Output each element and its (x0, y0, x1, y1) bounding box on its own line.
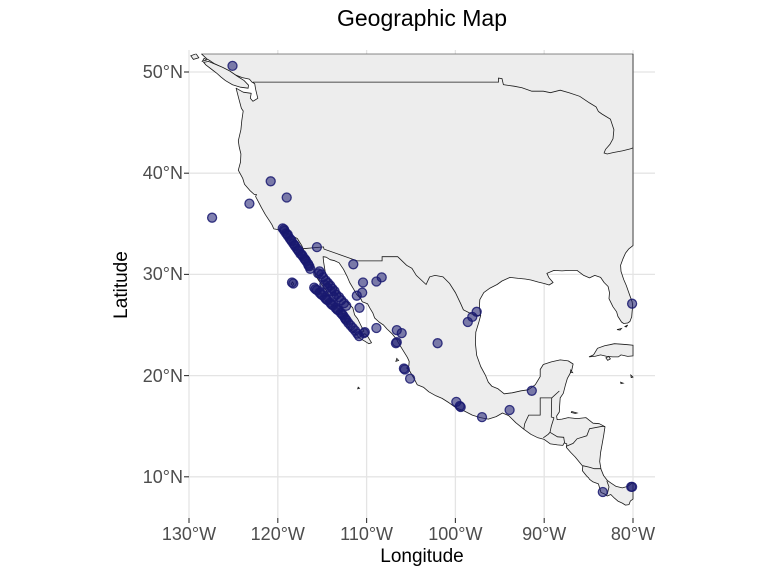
data-point (348, 259, 359, 270)
data-point (526, 385, 537, 396)
country-borders (252, 77, 634, 495)
x-tick-label: 120°W (250, 524, 305, 544)
data-point (227, 60, 238, 72)
y-tick-label: 30°N (142, 264, 183, 285)
data-point (504, 404, 515, 416)
border-line (549, 417, 555, 433)
x-tick-label: 100°W (428, 524, 483, 544)
land-polygons (190, 53, 634, 506)
border-line (565, 425, 606, 447)
data-point (265, 176, 276, 187)
data-point (390, 338, 402, 349)
data-point (311, 241, 323, 253)
data-point (206, 212, 218, 223)
island-polygon (357, 386, 361, 390)
island-polygon (605, 355, 611, 361)
border-line (523, 397, 552, 430)
border-line (550, 397, 555, 418)
x-axis-title: Longitude (380, 546, 464, 567)
data-point (398, 363, 410, 374)
island-polygon (395, 357, 400, 363)
data-point (353, 330, 365, 342)
data-point (404, 373, 416, 384)
x-tick-label: 80°W (610, 524, 656, 544)
data-point (371, 322, 382, 334)
island-polygon (190, 53, 200, 60)
data-point (432, 338, 443, 349)
island-polygon (201, 57, 208, 63)
data-point (626, 481, 637, 493)
data-point (376, 272, 387, 283)
data-point (357, 277, 369, 288)
data-point (319, 279, 330, 290)
mainland-polygon (201, 53, 634, 506)
island-polygon (630, 374, 634, 379)
island-polygon (620, 381, 625, 385)
data-point (354, 302, 365, 313)
data-point (288, 278, 299, 289)
data-point (476, 411, 488, 423)
island-polygon (616, 327, 623, 331)
data-point (244, 198, 255, 209)
data-point (396, 327, 407, 339)
border-line (551, 390, 560, 399)
axis-ticks (184, 71, 634, 523)
border-line (303, 246, 481, 316)
data-point (626, 298, 638, 309)
data-point (341, 300, 352, 311)
data-point (303, 260, 314, 271)
y-tick-label: 10°N (142, 466, 183, 487)
border-line (543, 432, 551, 439)
y-tick-label: 20°N (142, 365, 183, 386)
data-point (281, 192, 292, 203)
data-point (454, 400, 465, 412)
data-point (462, 316, 473, 328)
x-tick-label: 130°W (161, 524, 217, 544)
data-point (357, 287, 368, 298)
island-polygon (202, 60, 249, 89)
data-point (313, 268, 324, 279)
x-tick-label: 90°W (522, 524, 567, 544)
data-point (328, 291, 339, 302)
data-point (597, 486, 608, 498)
data-points (206, 60, 638, 498)
y-tick-label: 50°N (142, 62, 183, 82)
border-line (582, 465, 601, 470)
border-line (252, 77, 634, 155)
x-tick-label: 110°W (340, 524, 394, 544)
border-line (549, 431, 565, 443)
island-polygon (569, 368, 574, 374)
island-polygon (624, 324, 629, 328)
island-polygon (570, 411, 579, 414)
island-polygon (588, 343, 634, 358)
plot-title: Geographic Map (336, 5, 508, 31)
y-tick-label: 40°N (142, 163, 183, 184)
